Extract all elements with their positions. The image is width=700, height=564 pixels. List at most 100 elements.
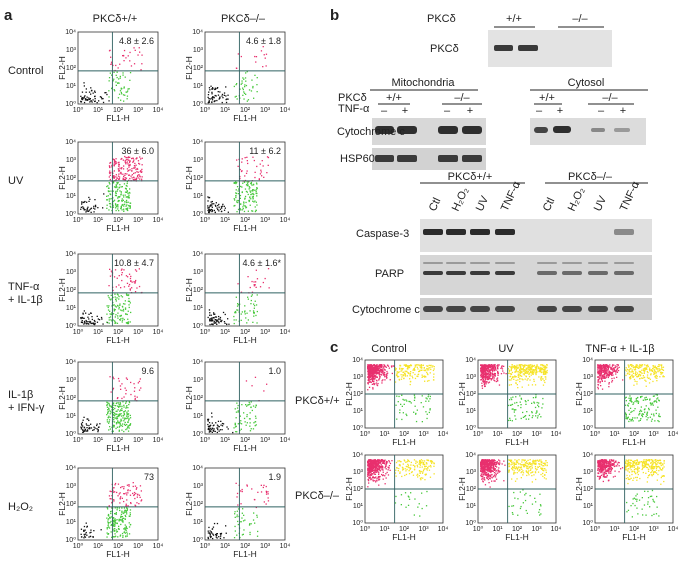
dot-red bbox=[123, 165, 125, 167]
dot-green bbox=[413, 411, 415, 413]
dot-red bbox=[268, 287, 270, 289]
dot-yellow bbox=[628, 365, 630, 367]
dot-red bbox=[265, 485, 267, 488]
parp-band bbox=[614, 271, 634, 275]
dot-green bbox=[116, 297, 118, 299]
dot-green bbox=[641, 395, 643, 398]
dot-yellow bbox=[656, 377, 658, 379]
dot-green bbox=[116, 182, 118, 184]
dot-green bbox=[127, 430, 130, 432]
dot-black bbox=[209, 532, 211, 534]
dot-green bbox=[118, 525, 120, 527]
dot-red bbox=[369, 469, 371, 472]
mito-sign: + bbox=[402, 105, 408, 117]
dot-yellow bbox=[408, 366, 410, 368]
dot-red bbox=[110, 56, 112, 58]
dot-red bbox=[246, 485, 248, 487]
dot-green bbox=[528, 418, 530, 420]
dot-green bbox=[112, 190, 114, 192]
dot-yellow bbox=[641, 372, 643, 374]
dot-yellow bbox=[520, 370, 522, 372]
dot-red bbox=[391, 372, 393, 375]
dot-green bbox=[236, 186, 239, 188]
dot-red bbox=[614, 365, 617, 367]
dot-green bbox=[235, 196, 237, 199]
dot-green bbox=[240, 319, 242, 321]
x-tick-label: 10¹ bbox=[379, 526, 390, 533]
dot-green bbox=[129, 192, 131, 194]
dot-red bbox=[237, 283, 239, 285]
y-tick-label: 10² bbox=[583, 391, 594, 398]
dot-green bbox=[652, 404, 654, 406]
dot-red bbox=[369, 364, 371, 366]
dot-red bbox=[135, 178, 138, 180]
dot-red bbox=[386, 377, 388, 379]
dot-red bbox=[604, 365, 606, 367]
dot-green bbox=[117, 402, 120, 404]
dot-green bbox=[120, 315, 122, 317]
y-tick-label: 10¹ bbox=[193, 305, 204, 312]
dot-red bbox=[129, 51, 131, 54]
dot-green bbox=[109, 428, 112, 430]
dot-red bbox=[263, 176, 265, 178]
dot-green bbox=[124, 194, 126, 196]
dot-red bbox=[490, 476, 492, 478]
x-axis-title: FL1-H bbox=[392, 532, 416, 542]
dot-yellow bbox=[658, 365, 660, 368]
dot-red bbox=[490, 364, 492, 366]
dot-green bbox=[127, 421, 129, 423]
dot-black bbox=[220, 420, 222, 422]
dot-red bbox=[139, 176, 141, 178]
dot-red bbox=[130, 280, 132, 282]
dot-green bbox=[399, 412, 401, 414]
dot-black bbox=[208, 210, 210, 212]
dot-red bbox=[251, 385, 253, 387]
dot-black bbox=[216, 537, 218, 539]
dot-green bbox=[656, 398, 658, 400]
dot-yellow bbox=[631, 374, 633, 376]
dot-red bbox=[497, 365, 499, 367]
x-axis-title: FL1-H bbox=[106, 549, 130, 559]
dot-red bbox=[134, 505, 137, 507]
dot-yellow bbox=[519, 372, 522, 374]
dot-green bbox=[247, 296, 249, 298]
dot-red bbox=[125, 159, 127, 161]
dot-red bbox=[267, 156, 270, 159]
dot-green bbox=[114, 417, 116, 419]
dot-green bbox=[113, 424, 115, 427]
dot-yellow bbox=[655, 374, 657, 376]
dot-black bbox=[99, 96, 102, 98]
dot-red bbox=[488, 368, 490, 371]
dot-yellow bbox=[632, 365, 634, 367]
dot-yellow bbox=[531, 371, 534, 373]
dot-green bbox=[244, 311, 246, 313]
dot-black bbox=[208, 309, 211, 311]
dot-red bbox=[384, 366, 386, 368]
dot-green bbox=[126, 413, 128, 415]
dot-red bbox=[372, 376, 375, 378]
dot-green bbox=[249, 531, 251, 534]
x-tick-label: 10¹ bbox=[93, 543, 104, 550]
dot-green bbox=[126, 535, 128, 537]
dot-red bbox=[481, 475, 484, 477]
dot-red bbox=[377, 372, 379, 375]
dot-green bbox=[252, 519, 255, 521]
dot-yellow bbox=[523, 364, 526, 366]
y-tick-label: 10³ bbox=[66, 269, 77, 276]
dot-green bbox=[241, 80, 243, 82]
dot-yellow bbox=[419, 369, 421, 371]
dot-yellow bbox=[627, 364, 629, 366]
dot-green bbox=[644, 397, 646, 399]
dot-red bbox=[498, 463, 501, 466]
dot-red bbox=[125, 156, 127, 159]
dot-green bbox=[113, 528, 115, 530]
dot-green bbox=[255, 191, 257, 193]
dot-black bbox=[214, 430, 216, 433]
cytosol-sign: – bbox=[598, 105, 605, 117]
dot-red bbox=[137, 54, 139, 56]
dot-black bbox=[210, 424, 212, 426]
dot-black bbox=[89, 98, 91, 100]
dot-yellow bbox=[420, 459, 423, 461]
dot-black bbox=[87, 206, 89, 208]
dot-green bbox=[124, 303, 126, 305]
